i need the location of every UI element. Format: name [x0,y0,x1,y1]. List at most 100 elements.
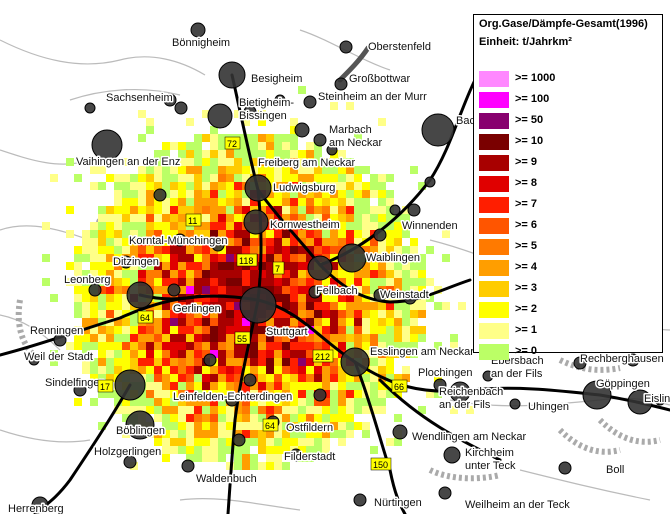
grid-cell [282,278,290,286]
grid-cell [266,142,274,150]
city-marker [654,394,666,406]
grid-cell [234,110,242,118]
grid-cell [250,414,258,422]
grid-cell [346,166,354,174]
grid-cell [122,198,130,206]
grid-cell [122,182,130,190]
city-marker [353,493,367,507]
grid-cell [274,430,282,438]
grid-cell [266,270,274,278]
grid-cell [290,222,298,230]
grid-cell [282,414,290,422]
legend-swatch [479,344,509,360]
grid-cell [154,382,162,390]
grid-cell [346,230,354,238]
grid-cell [274,182,282,190]
grid-cell [354,214,362,222]
grid-cell [258,270,266,278]
grid-cell [298,374,306,382]
grid-cell [378,118,386,126]
grid-cell [322,294,330,302]
grid-cell [282,182,290,190]
grid-cell [290,342,298,350]
grid-cell [154,350,162,358]
city-marker [326,144,338,156]
grid-cell [226,198,234,206]
grid-cell [186,446,194,454]
grid-cell [178,430,186,438]
grid-cell [186,198,194,206]
grid-cell [234,270,242,278]
grid-cell [178,286,186,294]
grid-cell [282,358,290,366]
grid-cell [114,286,122,294]
grid-cell [194,238,202,246]
grid-cell [370,254,378,262]
grid-cell [194,350,202,358]
road-marker: 72 [224,136,241,150]
svg-text:72: 72 [227,139,237,149]
grid-cell [402,278,410,286]
grid-cell [114,310,122,318]
legend-swatch [479,260,509,276]
grid-cell [194,134,202,142]
grid-cell [450,334,458,342]
grid-cell [258,342,266,350]
grid-cell [250,134,258,142]
grid-cell [202,158,210,166]
grid-cell [130,406,138,414]
city-marker [174,101,188,115]
road-marker: 118 [236,253,258,267]
svg-text:55: 55 [237,334,247,344]
grid-cell [226,366,234,374]
grid-cell [266,438,274,446]
grid-cell [378,310,386,318]
grid-cell [170,342,178,350]
grid-cell [162,342,170,350]
grid-cell [218,214,226,222]
svg-text:212: 212 [315,352,330,362]
grid-cell [218,430,226,438]
grid-cell [218,182,226,190]
grid-cell [266,150,274,158]
grid-cell [146,230,154,238]
grid-cell [154,206,162,214]
grid-cell [114,406,122,414]
city-label: an der Fils [491,368,543,380]
grid-cell [154,262,162,270]
grid-cell [218,326,226,334]
grid-cell [202,198,210,206]
grid-cell [362,246,370,254]
grid-cell [282,286,290,294]
grid-cell [402,326,410,334]
grid-cell [178,382,186,390]
grid-cell [66,262,74,270]
grid-cell [314,342,322,350]
grid-cell [202,190,210,198]
grid-cell [370,318,378,326]
grid-cell [386,270,394,278]
grid-cell [354,238,362,246]
grid-cell [338,198,346,206]
grid-cell [226,382,234,390]
grid-cell [226,350,234,358]
grid-cell [130,278,138,286]
grid-cell [338,382,346,390]
grid-cell [162,310,170,318]
grid-cell [130,174,138,182]
grid-cell [314,190,322,198]
grid-cell [234,166,242,174]
grid-cell [122,174,130,182]
grid-cell [298,406,306,414]
grid-cell [306,198,314,206]
grid-cell [242,454,250,462]
grid-cell [354,182,362,190]
grid-cell [154,390,162,398]
grid-cell [210,430,218,438]
grid-cell [242,398,250,406]
grid-cell [210,414,218,422]
city-label: Holzgerlingen [94,446,161,458]
legend-label: >= 8 [515,177,538,189]
grid-cell [370,206,378,214]
grid-cell [386,238,394,246]
